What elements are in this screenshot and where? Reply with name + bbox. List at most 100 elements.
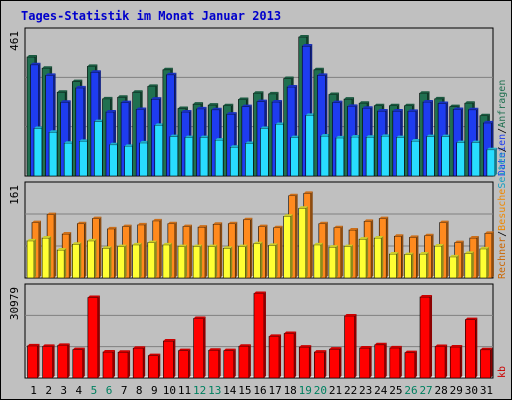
requests-panel-bar-seiten-face [411, 140, 420, 177]
visits-panel-bar-besuche-side [401, 234, 404, 278]
visits-panel-bar-rechner-top [253, 241, 263, 244]
traffic-panel-bar-kb-top [404, 350, 417, 353]
legend-entry: / [497, 231, 508, 237]
visits-panel-bar-besuche-top [364, 219, 374, 222]
visits-panel-bar-besuche-side [250, 217, 253, 278]
legend: Dateien/Anfragen [497, 80, 508, 176]
requests-panel-bar-seiten-face [441, 136, 450, 177]
traffic-panel-bar-kb-face [268, 336, 280, 379]
visits-panel-bar-rechner-side [366, 237, 369, 278]
requests-panel-bar-dateien-top [196, 106, 207, 109]
legend-entry: Dateien [497, 134, 508, 176]
traffic-panel-bar-kb-face [359, 347, 370, 379]
requests-panel-bar-dateien-top [392, 109, 403, 112]
requests-panel-bar-seiten-face [33, 128, 43, 177]
visits-panel-bar-besuche-side [205, 225, 208, 278]
traffic-panel-bar-kb-top [118, 350, 131, 353]
x-tick-label: 27 [419, 384, 432, 397]
requests-panel-bar-seiten-side [494, 147, 497, 176]
requests-panel-bar-anfragen-top [419, 91, 430, 94]
x-tick-label: 1 [30, 384, 37, 397]
traffic-panel-bar-kb-face [419, 296, 431, 379]
requests-panel-bar-dateien-top [60, 100, 71, 103]
visits-panel-bar-rechner-face [26, 240, 35, 279]
requests-panel-bar-dateien-top [75, 85, 86, 88]
visits-panel-bar-rechner-side [230, 246, 233, 278]
traffic-panel-bar-kb-side [445, 344, 448, 378]
visits-panel-bar-rechner-top [162, 242, 172, 245]
legend-entry: Seiten [497, 153, 508, 189]
x-tick-label: 6 [106, 384, 113, 397]
traffic-panel-bar-kb-face [465, 319, 476, 379]
traffic-panel-bar-kb-top [87, 295, 100, 298]
traffic-panel-bar-kb-top [299, 345, 312, 348]
requests-panel-bar-seiten-face [139, 142, 148, 177]
traffic-panel-bar-kb [87, 295, 100, 379]
visits-panel-bar-rechner-top [389, 252, 399, 254]
traffic-panel-bar-kb [193, 316, 206, 379]
requests-panel-bar-anfragen-top [223, 103, 234, 106]
visits-panel-bar-rechner [373, 236, 384, 279]
requests-panel-bar-seiten-top [260, 126, 271, 129]
visits-panel-bar-rechner [102, 246, 112, 279]
traffic-panel-bar-kb [434, 344, 448, 379]
visits-panel-bar-rechner-face [328, 246, 337, 279]
requests-panel-bar-anfragen-top [177, 106, 188, 109]
visits-panel-bar-rechner-side [109, 246, 112, 278]
traffic-panel: 30979 [8, 283, 494, 379]
visits-panel-bar-rechner [434, 244, 444, 279]
requests-panel-bar-anfragen-top [238, 97, 249, 100]
requests-panel-bar-seiten-face [275, 124, 284, 177]
traffic-panel-bar-kb [389, 345, 402, 379]
requests-panel-bar-anfragen-top [147, 84, 158, 87]
x-tick-label: 14 [223, 384, 237, 397]
requests-panel-bar-seiten-top [396, 135, 407, 138]
traffic-panel-bar-kb-side [263, 291, 266, 378]
visits-panel-bar-rechner [41, 236, 52, 279]
requests-panel-bar-seiten-face [335, 137, 345, 177]
traffic-panel-bar-kb-face [253, 293, 265, 379]
visits-panel-bar-rechner-top [177, 244, 187, 247]
visits-panel-bar-rechner-top [404, 252, 414, 255]
traffic-panel-bar-kb [359, 346, 372, 379]
visits-panel-bar-besuche-side [416, 235, 419, 278]
visits-panel-bar-besuche-side [39, 220, 41, 278]
visits-panel-bar-rechner-top [223, 246, 233, 249]
traffic-panel-bar-kb [147, 353, 161, 379]
visits-panel-bar-rechner [343, 244, 354, 279]
traffic-panel-bar-kb-top [435, 344, 448, 347]
requests-panel-bar-anfragen-top [27, 54, 37, 57]
visits-panel-bar-besuche-side [340, 225, 343, 278]
requests-panel-bar-dateien-top [332, 100, 343, 103]
visits-panel-bar-rechner [238, 244, 248, 279]
visits-panel-bar-rechner-top [193, 244, 203, 247]
visits-panel-bar-rechner-face [207, 246, 216, 279]
visits-panel-bar-besuche-top [439, 220, 449, 223]
visits-panel-bar-rechner-top [419, 252, 429, 254]
traffic-panel-bar-kb-side [384, 342, 387, 378]
traffic-panel-bar-kb [178, 348, 191, 379]
visits-panel-bar-rechner-face [177, 246, 186, 279]
traffic-panel-bar-kb-side [309, 345, 312, 378]
visits-panel-bar-besuche-side [431, 233, 434, 278]
traffic-panel-bar-kb-side [158, 353, 161, 378]
visits-panel-bar-rechner-face [117, 246, 125, 279]
traffic-panel-bar-kb-side [97, 295, 100, 378]
visits-panel-bar-rechner-face [147, 242, 156, 279]
traffic-panel-bar-kb-face [404, 352, 416, 379]
requests-panel-bar-seiten-top [441, 134, 452, 137]
visits-panel-bar-rechner-face [449, 256, 458, 279]
visits-panel-bar-rechner [253, 241, 263, 279]
requests-panel-bar-anfragen-top [479, 113, 490, 116]
traffic-panel-bar-kb-top [133, 346, 146, 349]
legend: kb [497, 366, 508, 378]
requests-panel-bar-seiten-top [245, 141, 256, 144]
visits-panel-bar-rechner [207, 244, 218, 279]
requests-panel-bar-anfragen-top [359, 101, 370, 104]
visits-panel-bar-besuche-top [243, 217, 253, 220]
visits-panel-bar-rechner-top [344, 244, 354, 247]
traffic-panel-bar-kb [238, 344, 251, 379]
requests-panel-bar-seiten-top [49, 130, 60, 133]
visits-panel-bar-besuche-side [356, 228, 359, 278]
x-tick-label: 16 [253, 384, 266, 397]
